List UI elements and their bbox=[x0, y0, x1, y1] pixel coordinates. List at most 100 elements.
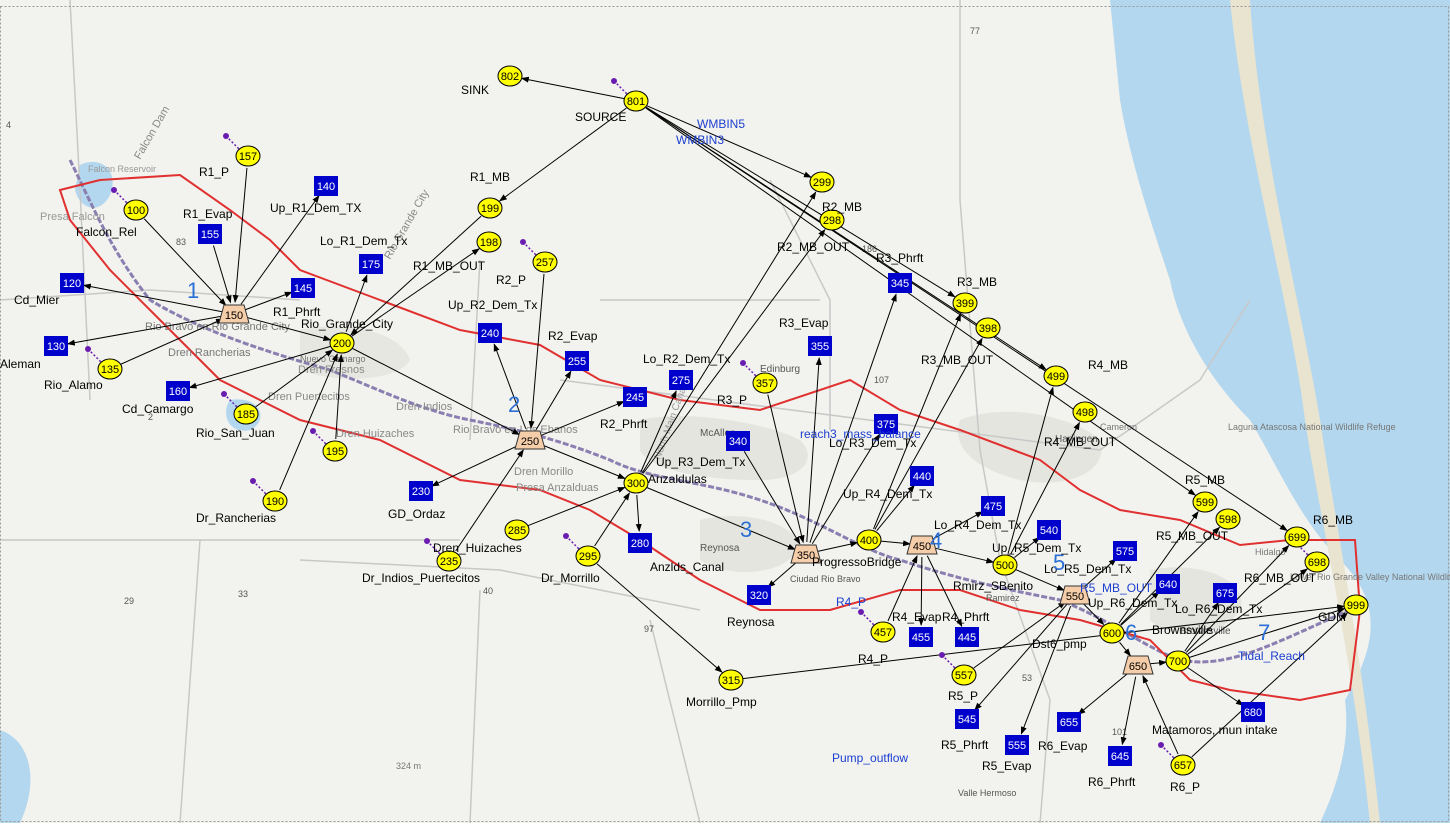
yellow-node-shape[interactable] bbox=[819, 209, 845, 231]
link-250-245[interactable] bbox=[540, 401, 625, 436]
yellow-node-shape[interactable] bbox=[870, 621, 896, 643]
node-657[interactable]: 657 bbox=[1170, 754, 1196, 776]
node-398[interactable]: 398 bbox=[975, 317, 1001, 339]
yellow-node-shape[interactable] bbox=[1215, 508, 1241, 530]
node-299[interactable]: 299 bbox=[809, 171, 835, 193]
node-230[interactable]: 230 bbox=[409, 481, 433, 501]
link-150-140[interactable] bbox=[240, 194, 320, 305]
yellow-node-shape[interactable] bbox=[329, 332, 355, 354]
node-355[interactable]: 355 bbox=[808, 336, 832, 356]
node-557[interactable]: 557 bbox=[951, 664, 977, 686]
blue-node-shape[interactable] bbox=[291, 278, 315, 298]
node-599[interactable]: 599 bbox=[1192, 491, 1218, 513]
link-200-198[interactable] bbox=[351, 248, 480, 337]
link-300-350[interactable] bbox=[646, 487, 796, 550]
node-175[interactable]: 175 bbox=[359, 254, 383, 274]
blue-node-shape[interactable] bbox=[478, 323, 502, 343]
link-label[interactable]: Pump_outflow bbox=[832, 751, 908, 765]
blue-node-shape[interactable] bbox=[910, 466, 934, 486]
node-145[interactable]: 145 bbox=[291, 278, 315, 298]
inflow-dot[interactable] bbox=[310, 428, 316, 434]
link-199-200[interactable] bbox=[350, 215, 482, 336]
node-275[interactable]: 275 bbox=[669, 370, 693, 390]
reservoir-node-shape[interactable] bbox=[1059, 585, 1091, 605]
reservoir-node-shape[interactable] bbox=[790, 544, 822, 564]
blue-node-shape[interactable] bbox=[628, 533, 652, 553]
node-150[interactable]: 150 bbox=[218, 304, 250, 324]
link-label[interactable]: R5_MB_OUT bbox=[1080, 581, 1153, 595]
link-650-645[interactable] bbox=[1120, 676, 1137, 746]
link-label[interactable]: reach3_mass_balance bbox=[800, 427, 921, 441]
link-340-350[interactable] bbox=[743, 451, 801, 545]
blue-node-shape[interactable] bbox=[314, 176, 338, 196]
yellow-node-shape[interactable] bbox=[123, 199, 149, 221]
link-550-600[interactable] bbox=[1083, 603, 1105, 626]
link-801-199[interactable] bbox=[498, 107, 627, 202]
node-198[interactable]: 198 bbox=[476, 231, 502, 253]
node-555[interactable]: 555 bbox=[1005, 735, 1029, 755]
link-label[interactable]: Tidal_Reach bbox=[1238, 649, 1305, 663]
link-500-550[interactable] bbox=[1015, 569, 1065, 591]
node-120[interactable]: 120 bbox=[60, 273, 84, 293]
blue-node-shape[interactable] bbox=[198, 224, 222, 244]
yellow-node-shape[interactable] bbox=[504, 519, 530, 541]
node-157[interactable]: 157 bbox=[235, 145, 261, 167]
node-399[interactable]: 399 bbox=[952, 292, 978, 314]
yellow-node-shape[interactable] bbox=[97, 358, 123, 380]
blue-node-shape[interactable] bbox=[166, 381, 190, 401]
blue-node-shape[interactable] bbox=[1113, 541, 1137, 561]
node-245[interactable]: 245 bbox=[623, 387, 647, 407]
link-700-698[interactable] bbox=[1187, 568, 1309, 655]
yellow-node-shape[interactable] bbox=[322, 440, 348, 462]
node-240[interactable]: 240 bbox=[478, 323, 502, 343]
link-250-300[interactable] bbox=[540, 444, 626, 479]
link-457-450[interactable] bbox=[887, 555, 918, 622]
node-285[interactable]: 285 bbox=[504, 519, 530, 541]
link-400-450[interactable] bbox=[880, 540, 912, 547]
inflow-dot[interactable] bbox=[563, 533, 569, 539]
node-455[interactable]: 455 bbox=[909, 627, 933, 647]
node-675[interactable]: 675 bbox=[1213, 583, 1237, 603]
link-801-399[interactable] bbox=[645, 106, 956, 298]
link-450-445[interactable] bbox=[926, 555, 963, 628]
link-235-250[interactable] bbox=[455, 449, 524, 552]
blue-node-shape[interactable] bbox=[726, 431, 750, 451]
node-357[interactable]: 357 bbox=[752, 372, 778, 394]
link-400-398[interactable] bbox=[874, 337, 983, 530]
node-499[interactable]: 499 bbox=[1043, 365, 1069, 387]
node-575[interactable]: 575 bbox=[1113, 541, 1137, 561]
yellow-node-shape[interactable] bbox=[497, 65, 523, 87]
node-500[interactable]: 500 bbox=[992, 554, 1018, 576]
yellow-node-shape[interactable] bbox=[235, 145, 261, 167]
node-295[interactable]: 295 bbox=[575, 545, 601, 567]
link-300-298[interactable] bbox=[642, 228, 826, 474]
node-645[interactable]: 645 bbox=[1108, 746, 1132, 766]
node-498[interactable]: 498 bbox=[1072, 401, 1098, 423]
node-598[interactable]: 598 bbox=[1215, 508, 1241, 530]
blue-node-shape[interactable] bbox=[44, 336, 68, 356]
link-155-150[interactable] bbox=[212, 245, 232, 304]
link-157-150[interactable] bbox=[232, 167, 248, 304]
inflow-dot[interactable] bbox=[111, 187, 117, 193]
node-699[interactable]: 699 bbox=[1284, 526, 1310, 548]
link-801-299[interactable] bbox=[646, 105, 812, 178]
blue-node-shape[interactable] bbox=[1108, 746, 1132, 766]
node-650[interactable]: 650 bbox=[1122, 655, 1154, 675]
link-500-499[interactable] bbox=[1007, 386, 1054, 554]
blue-node-shape[interactable] bbox=[1213, 583, 1237, 603]
blue-node-shape[interactable] bbox=[60, 273, 84, 293]
link-600-640[interactable] bbox=[1120, 591, 1160, 626]
link-801-599[interactable] bbox=[645, 107, 1197, 496]
node-440[interactable]: 440 bbox=[910, 466, 934, 486]
link-100-150[interactable] bbox=[143, 218, 227, 306]
link-135-150[interactable] bbox=[120, 318, 224, 365]
link-300-299[interactable] bbox=[641, 191, 817, 474]
link-400-440[interactable] bbox=[876, 484, 915, 532]
inflow-dot[interactable] bbox=[520, 239, 526, 245]
blue-node-shape[interactable] bbox=[623, 387, 647, 407]
blue-node-shape[interactable] bbox=[874, 414, 898, 434]
reservoir-node-shape[interactable] bbox=[1122, 655, 1154, 675]
link-350-320[interactable] bbox=[767, 561, 798, 588]
yellow-node-shape[interactable] bbox=[1284, 526, 1310, 548]
